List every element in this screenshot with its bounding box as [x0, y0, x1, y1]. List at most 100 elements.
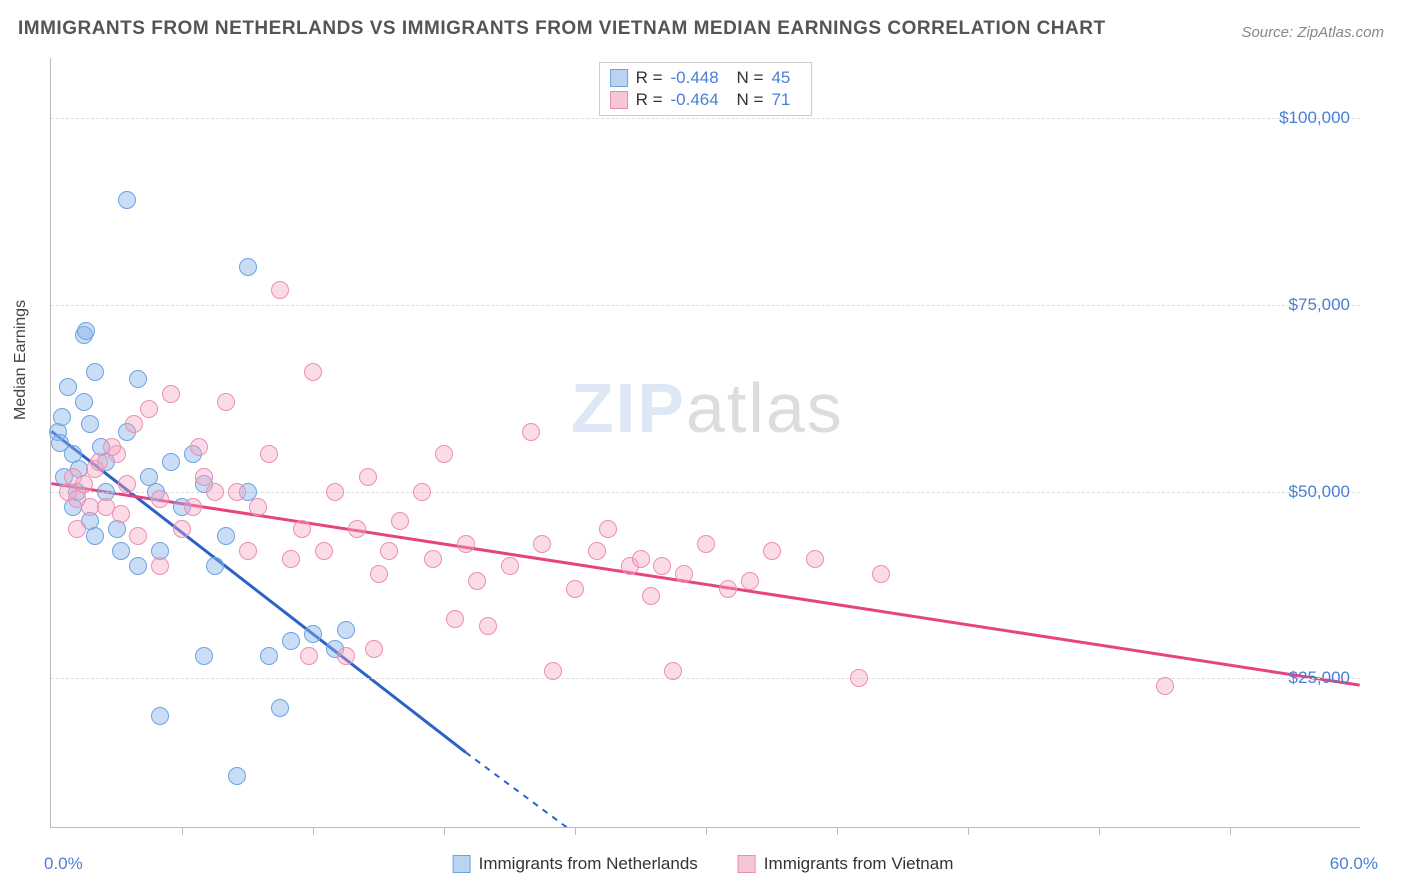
y-tick-label: $50,000 [1289, 482, 1350, 502]
data-point [184, 498, 202, 516]
data-point [140, 400, 158, 418]
data-point [228, 483, 246, 501]
data-point [239, 542, 257, 560]
data-point [533, 535, 551, 553]
x-tick [182, 827, 183, 835]
data-point [326, 483, 344, 501]
data-point [457, 535, 475, 553]
x-axis-min-label: 0.0% [44, 854, 83, 874]
data-point [129, 557, 147, 575]
data-point [365, 640, 383, 658]
gridline [51, 305, 1360, 306]
chart-title: IMMIGRANTS FROM NETHERLANDS VS IMMIGRANT… [18, 18, 1106, 40]
chart-container: IMMIGRANTS FROM NETHERLANDS VS IMMIGRANT… [0, 0, 1406, 892]
series-legend: Immigrants from Netherlands Immigrants fr… [453, 854, 954, 874]
data-point [271, 281, 289, 299]
data-point [380, 542, 398, 560]
data-point [370, 565, 388, 583]
data-point [501, 557, 519, 575]
data-point [741, 572, 759, 590]
n-label: N = [737, 90, 764, 110]
data-point [424, 550, 442, 568]
y-axis-title: Median Earnings [12, 300, 30, 420]
legend-item: Immigrants from Netherlands [453, 854, 698, 874]
data-point [112, 542, 130, 560]
data-point [337, 621, 355, 639]
data-point [249, 498, 267, 516]
x-tick [575, 827, 576, 835]
data-point [850, 669, 868, 687]
data-point [348, 520, 366, 538]
data-point [81, 415, 99, 433]
data-point [206, 483, 224, 501]
data-point [653, 557, 671, 575]
y-tick-label: $75,000 [1289, 295, 1350, 315]
data-point [129, 527, 147, 545]
correlation-row: R =-0.448N =45 [610, 67, 802, 89]
data-point [103, 438, 121, 456]
data-point [173, 520, 191, 538]
data-point [118, 475, 136, 493]
x-tick [706, 827, 707, 835]
gridline [51, 118, 1360, 119]
data-point [588, 542, 606, 560]
data-point [151, 707, 169, 725]
correlation-legend: R =-0.448N =45R =-0.464N =71 [599, 62, 813, 116]
swatch-icon [610, 69, 628, 87]
r-value: -0.464 [671, 90, 729, 110]
x-tick [313, 827, 314, 835]
data-point [75, 393, 93, 411]
data-point [282, 632, 300, 650]
data-point [522, 423, 540, 441]
data-point [763, 542, 781, 560]
data-point [125, 415, 143, 433]
data-point [315, 542, 333, 560]
n-label: N = [737, 68, 764, 88]
n-value: 45 [771, 68, 801, 88]
legend-label: Immigrants from Netherlands [479, 854, 698, 874]
data-point [391, 512, 409, 530]
data-point [217, 527, 235, 545]
data-point [293, 520, 311, 538]
data-point [162, 453, 180, 471]
data-point [129, 370, 147, 388]
legend-item: Immigrants from Vietnam [738, 854, 954, 874]
data-point [68, 520, 86, 538]
data-point [566, 580, 584, 598]
data-point [337, 647, 355, 665]
data-point [675, 565, 693, 583]
data-point [282, 550, 300, 568]
data-point [90, 453, 108, 471]
data-point [413, 483, 431, 501]
legend-label: Immigrants from Vietnam [764, 854, 954, 874]
data-point [664, 662, 682, 680]
data-point [632, 550, 650, 568]
swatch-icon [738, 855, 756, 873]
data-point [260, 647, 278, 665]
data-point [304, 363, 322, 381]
data-point [228, 767, 246, 785]
data-point [479, 617, 497, 635]
data-point [359, 468, 377, 486]
data-point [719, 580, 737, 598]
source-label: Source: ZipAtlas.com [1241, 24, 1384, 41]
swatch-icon [453, 855, 471, 873]
data-point [162, 385, 180, 403]
data-point [59, 378, 77, 396]
data-point [151, 557, 169, 575]
data-point [304, 625, 322, 643]
data-point [86, 363, 104, 381]
data-point [642, 587, 660, 605]
data-point [151, 490, 169, 508]
x-tick [444, 827, 445, 835]
x-tick [837, 827, 838, 835]
plot-area: ZIPatlas R =-0.448N =45R =-0.464N =71 $2… [50, 58, 1360, 828]
data-point [239, 258, 257, 276]
data-point [112, 505, 130, 523]
data-point [271, 699, 289, 717]
watermark-zip: ZIP [571, 369, 686, 447]
data-point [599, 520, 617, 538]
data-point [544, 662, 562, 680]
correlation-row: R =-0.464N =71 [610, 89, 802, 111]
data-point [872, 565, 890, 583]
